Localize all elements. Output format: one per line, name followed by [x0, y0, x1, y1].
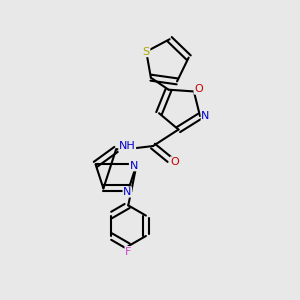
Text: O: O: [170, 157, 179, 167]
Text: N: N: [129, 161, 138, 171]
Text: O: O: [194, 84, 203, 94]
Text: NH: NH: [119, 141, 136, 151]
Text: F: F: [125, 247, 131, 256]
Text: N: N: [123, 187, 131, 197]
Text: N: N: [201, 111, 210, 121]
Text: S: S: [143, 46, 150, 57]
